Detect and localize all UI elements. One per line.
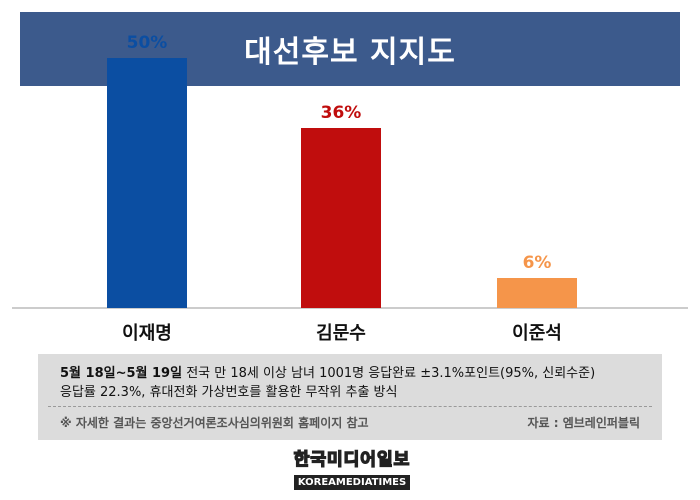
bar-1 bbox=[107, 58, 187, 308]
logo-korean-text: 한국미디어일보 bbox=[293, 449, 411, 470]
publisher-logo: 한국미디어일보 KOREAMEDIATIMES bbox=[290, 449, 414, 492]
category-label-1: 이재명 bbox=[122, 323, 172, 344]
chart-title: 대선후보 지지도 bbox=[244, 35, 456, 70]
bar-chart: 50% 이재명 36% 김문수 6% 이준석 bbox=[12, 33, 688, 344]
category-label-3: 이준석 bbox=[512, 323, 562, 344]
survey-note-line-1: 5월 18일~5월 19일 전국 만 18세 이상 남녀 1001명 응답완료 … bbox=[60, 362, 660, 381]
survey-date-range: 5월 18일~5월 19일 bbox=[60, 366, 183, 381]
survey-reference-note: ※ 자세한 결과는 중앙선거여론조사심의위원회 홈페이지 참고 bbox=[60, 416, 369, 430]
bar-value-label-3: 6% bbox=[523, 253, 552, 273]
survey-note-box: 5월 18일~5월 19일 전국 만 18세 이상 남녀 1001명 응답완료 … bbox=[38, 354, 662, 440]
survey-note-line-2: 응답률 22.3%, 휴대전화 가상번호를 활용한 무작위 추출 방식 bbox=[60, 385, 398, 400]
bar-value-label-1: 50% bbox=[127, 33, 168, 53]
survey-method-text: 전국 만 18세 이상 남녀 1001명 응답완료 ±3.1%포인트(95%, … bbox=[182, 366, 596, 381]
logo-english-text: KOREAMEDIATIMES bbox=[293, 475, 411, 490]
note-divider bbox=[48, 406, 652, 407]
survey-source: 자료 : 엠브레인퍼블릭 bbox=[527, 416, 640, 430]
bar-value-label-2: 36% bbox=[321, 103, 362, 123]
bar-2 bbox=[301, 128, 381, 308]
bar-3 bbox=[497, 278, 577, 308]
category-label-2: 김문수 bbox=[316, 323, 366, 344]
